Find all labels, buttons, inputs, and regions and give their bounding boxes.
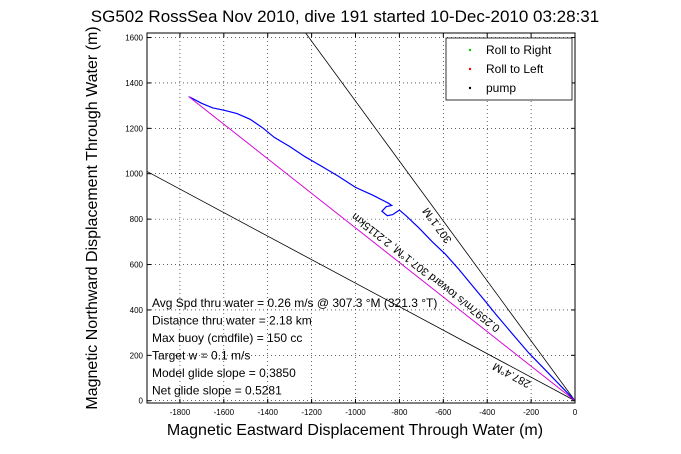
series-line-1 [188, 96, 575, 402]
x-tick-label: -800 [391, 408, 408, 417]
y-tick-label: 1000 [125, 170, 143, 179]
y-axis-label: Magnetic Northward Displacement Through … [84, 26, 101, 409]
legend: Roll to Right Roll to Left pump [445, 37, 573, 101]
x-tick-label: -600 [435, 408, 452, 417]
annotation-line: Max buoy (cmdfile) = 150 cc [152, 331, 302, 345]
y-tick-label: 800 [130, 215, 144, 224]
x-tick-label: -1000 [345, 408, 366, 417]
y-tick-label: 1600 [125, 34, 143, 43]
y-tick-label: 1400 [125, 79, 143, 88]
legend-marker [468, 48, 472, 52]
chart-title: SG502 RossSea Nov 2010, dive 191 started… [91, 7, 599, 26]
annotation-line: Distance thru water = 2.18 km [152, 314, 312, 328]
y-tick-label: 1200 [125, 124, 143, 133]
x-tick-label: -400 [479, 408, 496, 417]
x-axis-label: Magnetic Eastward Displacement Through W… [167, 422, 543, 439]
reference-line-1 [147, 171, 575, 402]
y-tick-label: 400 [130, 306, 144, 315]
x-tick-label: -1200 [301, 408, 322, 417]
legend-box [445, 37, 573, 101]
annotation-line: Target w = 0.1 m/s [152, 349, 250, 363]
stats-annotations: Avg Spd thru water = 0.26 m/s @ 307.3 °M… [152, 296, 437, 398]
legend-marker [468, 67, 472, 71]
reference-line-0 [305, 33, 575, 401]
series-line-0 [188, 96, 575, 402]
data-series [188, 96, 575, 402]
legend-label: pump [486, 81, 516, 95]
y-tick-label: 200 [130, 351, 144, 360]
x-tick-label: -1600 [214, 408, 235, 417]
x-tick-label: -1400 [257, 408, 278, 417]
annotation-line: Net glide slope = 0.5281 [152, 384, 282, 398]
axis-ticks: -1800 -1600 -1400 -1200 -1000 -800 -600 -400 -20… [125, 33, 578, 417]
x-tick-label: -200 [523, 408, 540, 417]
legend-label: Roll to Left [486, 62, 544, 76]
legend-marker [468, 86, 472, 90]
plot-frame [146, 32, 576, 404]
y-tick-label: 0 [139, 397, 144, 406]
annotation-line: Model glide slope = 0.3850 [152, 366, 296, 380]
legend-label: Roll to Right [486, 43, 552, 57]
annotation-line: Avg Spd thru water = 0.26 m/s @ 307.3 °M… [152, 296, 437, 310]
x-tick-label: -1800 [170, 408, 191, 417]
x-tick-label: 0 [573, 408, 578, 417]
y-tick-label: 600 [130, 261, 144, 270]
